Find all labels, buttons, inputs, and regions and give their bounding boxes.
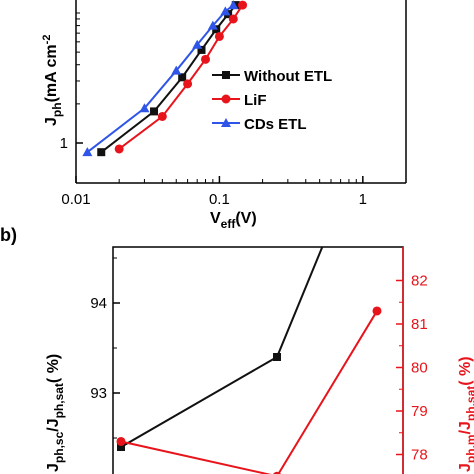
series-line-b1 [120,310,378,474]
data-point [228,0,239,10]
x-tick-label: 0.1 [209,191,230,208]
panel-b-ylabel-left: Jph,sc/Jph,sat( %) [45,354,66,472]
legend-item-cds-etl: CDs ETL [212,116,307,133]
panel-b-ticks: 93 94 78 79 80 81 82 [90,257,428,464]
panel-a-series [82,0,248,157]
svg-text:Without ETL: Without ETL [244,68,332,85]
data-point [373,110,381,118]
panel-a-xlabel: Veff(V) [210,210,257,231]
panel-a-legend: Without ETL LiF CDs ETL [212,68,332,133]
data-point [201,54,211,64]
data-point [114,144,124,154]
panel-b-frame [112,246,404,474]
panel-b-ylabel-right: Jph,m/Jph,sat( %) [457,356,474,472]
x-tick-label: 1 [359,191,367,208]
data-point [238,0,248,10]
panel-a-ticks: 0.01 0.1 1 1 [60,12,407,208]
panel-b-label: b) [0,225,17,245]
data-point [171,65,182,75]
data-point [228,14,238,24]
data-point [82,147,93,157]
panel-a-ylabel: Jph(mA cm-2 [41,35,64,126]
x-tick-label: 0.01 [61,191,90,208]
data-point [139,103,150,113]
y-right-tick-label: 81 [411,316,428,333]
data-point [116,436,126,446]
panel-b: b) 93 94 78 79 80 81 82 Jph,sc/Jph,sat( %) Jph… [0,110,474,474]
svg-text:LiF: LiF [244,92,267,109]
legend-item-without-etl: Without ETL [212,68,332,85]
y-right-tick-label: 80 [411,360,428,377]
y-left-tick-label: 93 [90,385,107,402]
y-right-tick-label: 79 [411,403,428,420]
legend-item-lif: LiF [212,92,267,109]
y-right-tick-label: 82 [411,273,428,290]
data-point [117,443,125,451]
data-point [150,107,159,116]
data-point [372,306,382,316]
data-point [183,79,193,89]
data-point [97,148,106,157]
data-point [192,39,203,49]
data-point [197,45,206,54]
y-right-tick-label: 78 [411,447,428,464]
data-point [157,111,167,121]
data-point [273,471,281,474]
svg-text:CDs ETL: CDs ETL [244,116,307,133]
y-tick-label: 1 [60,135,68,152]
y-left-tick-label: 94 [90,295,107,312]
panel-a: 0.01 0.1 1 1 Jph(mA cm-2 Veff(V) Without ET… [41,0,407,231]
data-point [207,20,218,30]
data-point [214,31,224,41]
data-point [220,6,231,16]
panel-b-series [116,110,382,474]
data-point [178,73,187,82]
series-line-b0 [120,247,324,448]
data-point [273,353,281,361]
